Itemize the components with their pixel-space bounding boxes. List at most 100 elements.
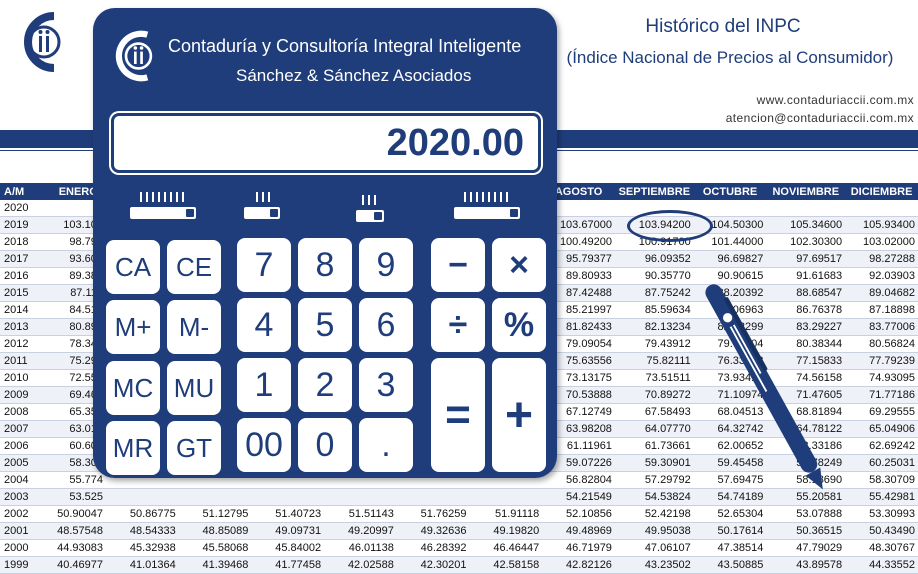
clear-all-button[interactable]: CA [106, 240, 160, 294]
value-cell: 42.30201 [396, 556, 470, 574]
value-cell: 103.67000 [542, 216, 615, 234]
value-cell: 51.12795 [178, 505, 252, 523]
digit-6-button[interactable]: 6 [359, 298, 413, 352]
year-cell: 2004 [0, 471, 51, 489]
value-cell: 85.21997 [542, 301, 615, 319]
value-cell: 83.77006 [845, 318, 918, 336]
year-cell: 2011 [0, 352, 51, 370]
percent-button[interactable]: % [492, 298, 546, 352]
value-cell: 41.77458 [251, 556, 325, 574]
value-cell: 54.53824 [614, 488, 694, 506]
year-cell: 2001 [0, 522, 51, 540]
double-zero-button[interactable]: 00 [237, 418, 291, 472]
value-cell: 42.82126 [542, 556, 615, 574]
digit-4-button[interactable]: 4 [237, 298, 291, 352]
value-cell: 70.53888 [542, 386, 615, 404]
value-cell: 60.25031 [845, 454, 918, 472]
value-cell: 62.69242 [845, 437, 918, 455]
year-cell: 2017 [0, 250, 51, 268]
divide-button[interactable]: ÷ [431, 298, 485, 352]
value-cell: 51.40723 [251, 505, 325, 523]
value-cell [396, 488, 470, 506]
value-cell: 54.21549 [542, 488, 615, 506]
decimal-button[interactable]: . [359, 418, 413, 472]
value-cell: 87.42488 [542, 284, 615, 302]
value-cell: 105.93400 [845, 216, 918, 234]
value-cell: 73.51511 [614, 369, 694, 387]
value-cell: 55.774 [50, 471, 107, 489]
value-cell: 79.09054 [542, 335, 615, 353]
digit-3-button[interactable]: 3 [359, 358, 413, 412]
brand-subname: Sánchez & Sánchez Asociados [236, 66, 472, 85]
clear-entry-button[interactable]: CE [167, 240, 221, 294]
website-link[interactable]: www.contaduriaccii.com.mx [756, 93, 914, 107]
value-cell: 49.95038 [614, 522, 694, 540]
value-cell: 40.46977 [50, 556, 107, 574]
value-cell: 63.98208 [542, 420, 615, 438]
value-cell [251, 488, 325, 506]
year-cell: 1999 [0, 556, 51, 574]
value-cell: 59.45458 [693, 454, 767, 472]
value-cell: 88.68547 [766, 284, 846, 302]
value-cell: 96.09352 [614, 250, 694, 268]
memory-plus-button[interactable]: M+ [106, 300, 160, 354]
equals-button[interactable]: = [431, 358, 485, 472]
value-cell: 56.82804 [542, 471, 615, 489]
mark-up-button[interactable]: MU [167, 361, 221, 415]
value-cell: 102.30300 [766, 233, 846, 251]
year-cell: 2018 [0, 233, 51, 251]
page-subtitle: (Índice Nacional de Precios al Consumido… [566, 48, 894, 67]
value-cell: 59.30901 [614, 454, 694, 472]
column-header: A/M [0, 183, 51, 200]
table-row: 2003 53.525 54.21549 54.53824 54.74189 55.205… [0, 488, 918, 506]
value-cell: 61.73661 [614, 437, 694, 455]
digit-9-button[interactable]: 9 [359, 238, 413, 292]
value-cell: 71.77186 [845, 386, 918, 404]
value-cell: 44.33552 [845, 556, 918, 574]
digit-5-button[interactable]: 5 [298, 298, 352, 352]
value-cell: 88.20392 [693, 284, 767, 302]
column-header: OCTUBRE [693, 183, 767, 200]
minus-button[interactable]: − [431, 238, 485, 292]
value-cell: 77.15833 [766, 352, 846, 370]
digit-8-button[interactable]: 8 [298, 238, 352, 292]
value-cell: 103.108 [50, 216, 107, 234]
memory-clear-button[interactable]: MC [106, 361, 160, 415]
memory-minus-button[interactable]: M- [167, 300, 221, 354]
value-cell: 67.58493 [614, 403, 694, 421]
value-cell: 55.42981 [845, 488, 918, 506]
value-cell: 42.58158 [469, 556, 543, 574]
memory-recall-button[interactable]: MR [106, 421, 160, 475]
solar-panel-icon [130, 207, 196, 219]
value-cell: 44.93083 [50, 539, 107, 557]
year-cell: 2002 [0, 505, 51, 523]
value-cell: 83.29227 [766, 318, 846, 336]
value-cell: 41.01364 [106, 556, 179, 574]
year-cell: 2013 [0, 318, 51, 336]
value-cell: 46.01138 [324, 539, 397, 557]
grand-total-button[interactable]: GT [167, 421, 221, 475]
value-cell: 73.13175 [542, 369, 615, 387]
value-cell: 51.76259 [396, 505, 470, 523]
digit-0-button[interactable]: 0 [298, 418, 352, 472]
email-link[interactable]: atencion@contaduriaccii.com.mx [725, 111, 914, 125]
year-cell: 2006 [0, 437, 51, 455]
calculator-display: 2020.00 [111, 113, 541, 173]
value-cell: 50.43490 [845, 522, 918, 540]
digit-2-button[interactable]: 2 [298, 358, 352, 412]
table-row: 1999 40.46977 41.01364 41.39468 41.77458 42.0… [0, 556, 918, 574]
digit-1-button[interactable]: 1 [237, 358, 291, 412]
solar-panel-icon [362, 195, 376, 205]
value-cell: 80.892 [50, 318, 107, 336]
value-cell: 48.57548 [50, 522, 107, 540]
value-cell: 57.29792 [614, 471, 694, 489]
value-cell: 52.42198 [614, 505, 694, 523]
multiply-button[interactable]: × [492, 238, 546, 292]
year-cell: 2019 [0, 216, 51, 234]
value-cell: 105.34600 [766, 216, 846, 234]
digit-7-button[interactable]: 7 [237, 238, 291, 292]
value-cell: 42.02588 [324, 556, 397, 574]
plus-button[interactable]: + [492, 358, 546, 472]
value-cell: 63.016 [50, 420, 107, 438]
value-cell: 67.12749 [542, 403, 615, 421]
